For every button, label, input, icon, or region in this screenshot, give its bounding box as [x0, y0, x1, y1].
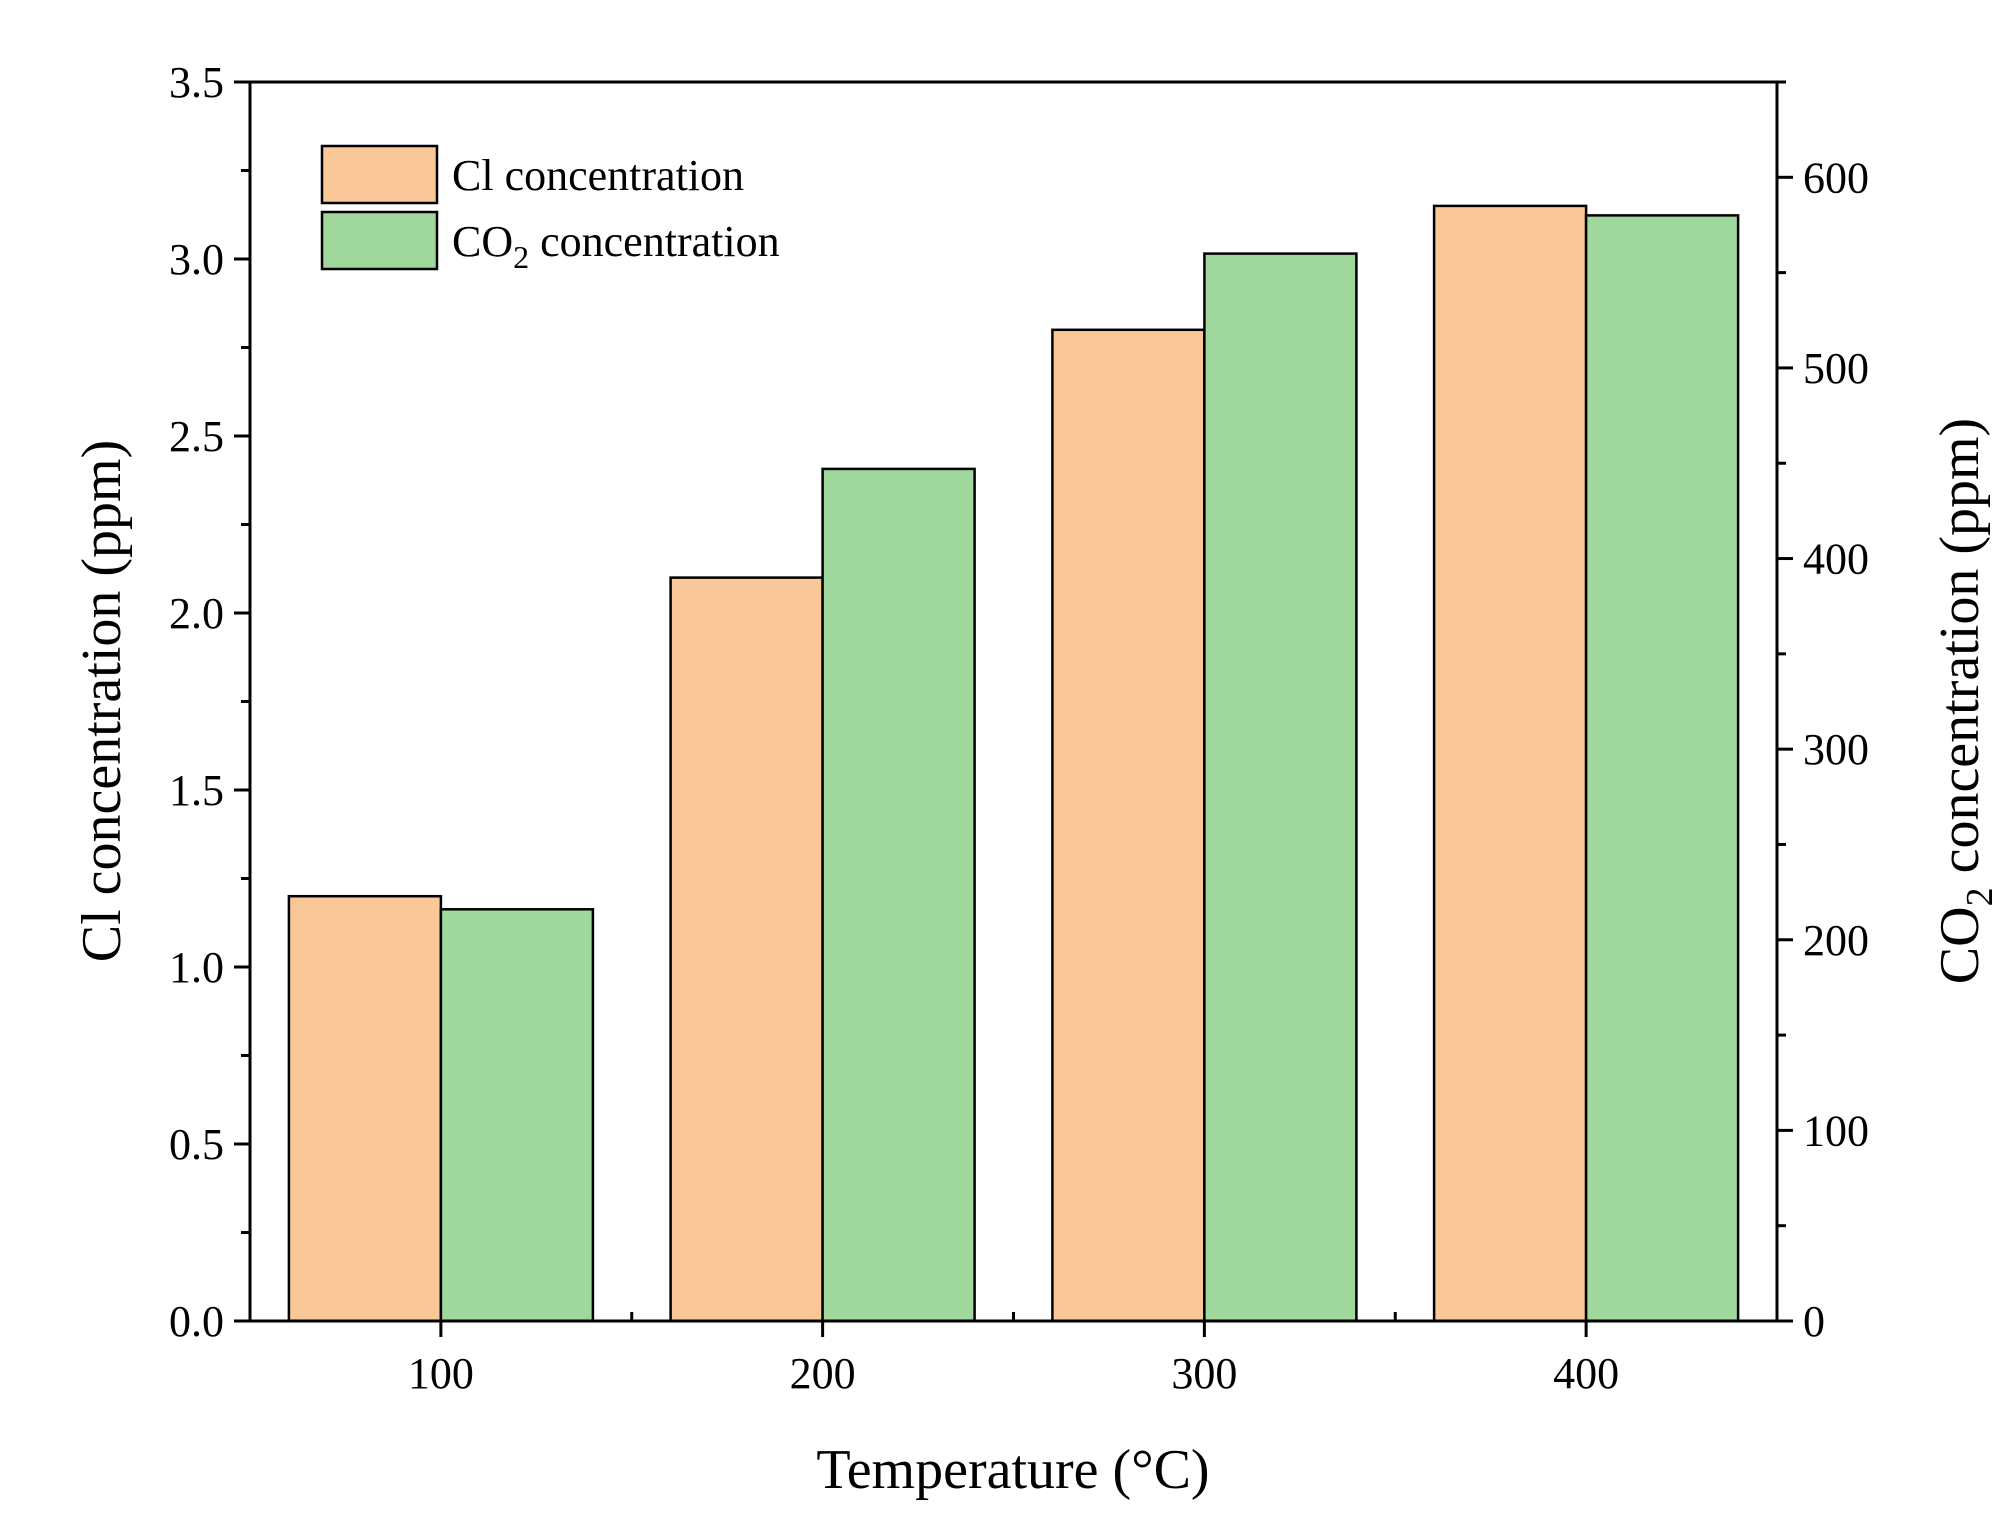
- x-axis: 100 200 300 400: [408, 1312, 1619, 1398]
- left-axis-title: Cl concentration (ppm): [71, 440, 133, 963]
- legend-swatch-co2: [320, 210, 439, 271]
- right-tick-label-0: 0: [1803, 1297, 1825, 1346]
- right-axis: 0 100 200 300 400 500 600: [1777, 80, 1869, 1346]
- bar-cl-200: [669, 576, 824, 1323]
- bar-co2-400: [1584, 214, 1740, 1323]
- right-axis-title-sub: 2: [1959, 887, 2001, 906]
- legend-label-cl: Cl concentration: [452, 151, 744, 200]
- x-tick-label-200: 200: [790, 1349, 856, 1398]
- legend-label-co2-main: CO: [452, 217, 513, 266]
- left-tick-label-0.0: 0.0: [169, 1297, 224, 1346]
- right-tick-label-600: 600: [1803, 153, 1869, 202]
- right-tick-label-300: 300: [1803, 725, 1869, 774]
- bar-co2-300: [1203, 252, 1358, 1323]
- right-axis-title: CO2 concentration (ppm): [1929, 418, 2001, 984]
- right-tick-label-200: 200: [1803, 916, 1869, 965]
- left-tick-label-3.0: 3.0: [169, 235, 224, 284]
- bar-cl-300: [1051, 328, 1206, 1323]
- right-tick-label-400: 400: [1803, 535, 1869, 584]
- bar-co2-200: [821, 467, 976, 1323]
- bar-cl-100: [287, 894, 443, 1323]
- bar-co2-100: [439, 908, 595, 1323]
- x-tick-label-100: 100: [408, 1349, 474, 1398]
- legend: Cl concentration CO2 concentration: [320, 144, 780, 275]
- left-tick-label-3.5: 3.5: [169, 58, 224, 107]
- x-tick-label-400: 400: [1553, 1349, 1619, 1398]
- legend-label-co2-sub: 2: [513, 239, 529, 275]
- legend-swatch-cl: [320, 144, 439, 205]
- x-tick-label-300: 300: [1171, 1349, 1237, 1398]
- left-tick-label-0.5: 0.5: [169, 1120, 224, 1169]
- legend-label-co2-rest: concentration: [529, 217, 779, 266]
- x-axis-title: Temperature (°C): [816, 1439, 1209, 1501]
- right-axis-title-main: CO: [1929, 906, 1991, 984]
- bar-cl-400: [1432, 204, 1588, 1323]
- right-tick-label-500: 500: [1803, 344, 1869, 393]
- legend-label-co2: CO2 concentration: [452, 217, 780, 275]
- right-tick-label-100: 100: [1803, 1106, 1869, 1155]
- right-axis-title-rest: concentration (ppm): [1929, 418, 1991, 888]
- bars-group: [287, 204, 1740, 1323]
- left-tick-label-2.0: 2.0: [169, 589, 224, 638]
- left-tick-label-2.5: 2.5: [169, 412, 224, 461]
- left-tick-label-1.5: 1.5: [169, 766, 224, 815]
- left-axis: 0.0 0.5 1.0 1.5 2.0 2.5 3.0 3.5: [169, 58, 250, 1346]
- left-tick-label-1.0: 1.0: [169, 943, 224, 992]
